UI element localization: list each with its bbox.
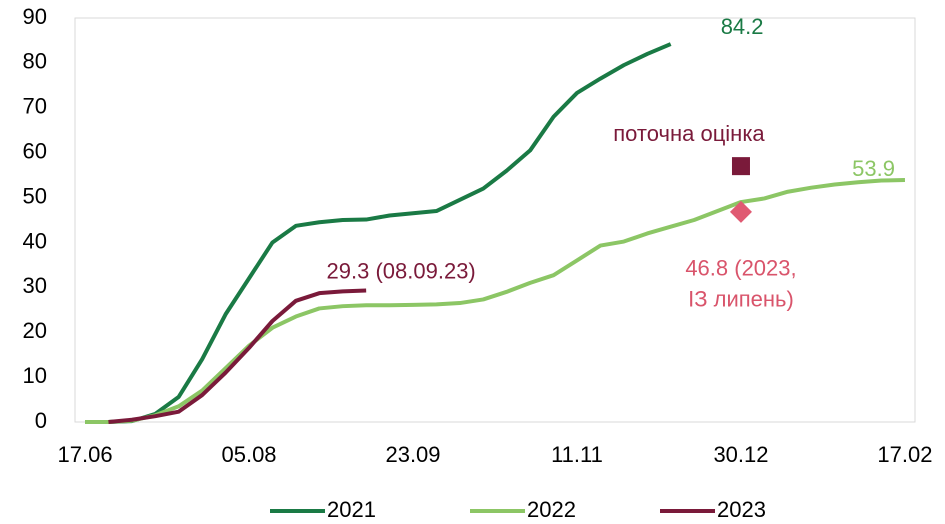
series-line	[85, 42, 672, 424]
y-tick-label: 30	[23, 273, 47, 298]
end-label: 29.3 (08.09.23)	[327, 258, 476, 283]
legend-label: 2021	[327, 497, 376, 522]
point-label: 46.8 (2023,	[685, 256, 796, 281]
series-line	[85, 178, 905, 424]
x-tick-label: 05.08	[221, 442, 276, 467]
point-label: поточна оцінка	[613, 121, 765, 146]
y-tick-label: 80	[23, 49, 47, 74]
x-tick-label: 17.06	[58, 442, 113, 467]
y-tick-label: 90	[23, 4, 47, 29]
y-tick-label: 40	[23, 228, 47, 253]
end-label: 53.9	[852, 156, 895, 181]
y-tick-label: 0	[35, 408, 47, 433]
x-tick-label: 23.09	[385, 442, 440, 467]
legend-label: 2023	[717, 497, 766, 522]
x-tick-label: 11.11	[551, 442, 603, 467]
y-tick-label: 50	[23, 183, 47, 208]
point-marker	[729, 200, 752, 223]
y-tick-label: 10	[23, 363, 47, 388]
y-tick-label: 20	[23, 318, 47, 343]
end-label: 84.2	[721, 14, 764, 39]
legend-label: 2022	[527, 497, 576, 522]
x-tick-label: 17.02	[877, 442, 932, 467]
plot-frame	[74, 17, 916, 423]
point-label: ІЗ липень)	[688, 287, 794, 312]
point-marker	[731, 157, 750, 176]
y-tick-label: 60	[23, 138, 47, 163]
y-tick-label: 70	[23, 94, 47, 119]
x-tick-label: 30.12	[713, 442, 768, 467]
series-line	[108, 288, 367, 424]
